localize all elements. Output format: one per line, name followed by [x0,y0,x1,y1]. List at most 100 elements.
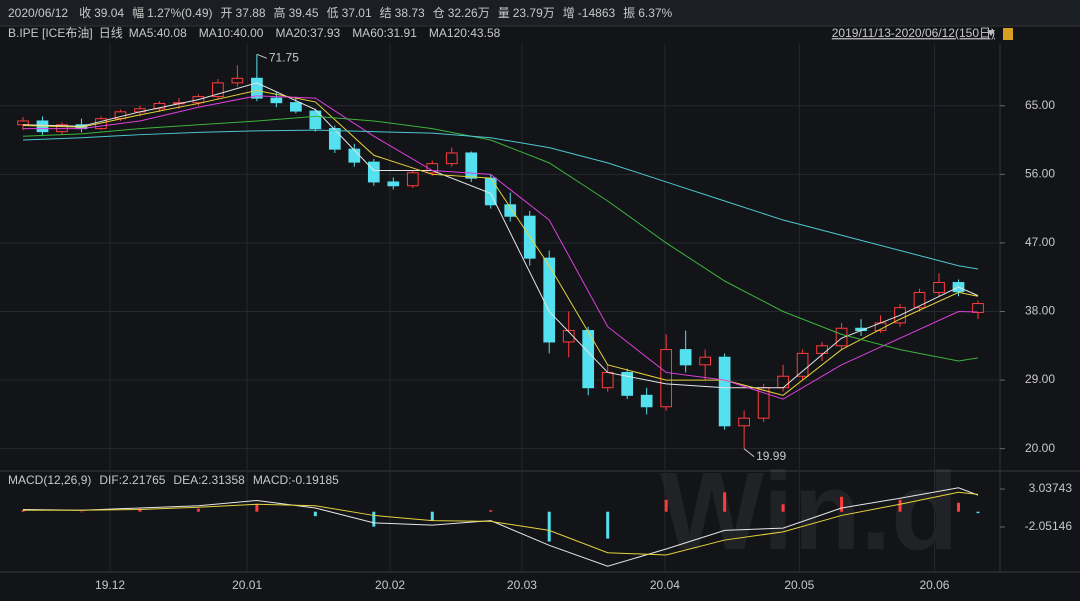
macd-bar [79,511,83,513]
macd-bar [723,492,727,512]
annotation: 71.75 [269,50,299,64]
macd-bar [606,511,610,539]
header-label: 低 [327,6,339,20]
watermark: Win.d [660,450,958,573]
candle-body [835,327,848,347]
candle-body [251,77,263,99]
macd-bar [489,510,493,512]
header-label: 幅 [132,5,144,20]
macd-bar [196,508,200,512]
y-tick-label: 20.00 [1025,441,1055,455]
header-label: 结 [380,6,392,20]
header-value: 39.04 [94,6,124,20]
candle-body [816,345,828,354]
candle-body [913,291,926,309]
candle-body [387,181,400,187]
legend-entry: DIF:2.21765 [99,473,165,487]
macd-bar [898,499,902,512]
legend-entry: MACD:-0.19185 [253,473,339,487]
header-value: -14863 [578,6,616,20]
y-tick-label: 29.00 [1025,372,1055,386]
candle-body [640,394,653,408]
y-tick-label: 47.00 [1025,235,1055,249]
candle-body [153,102,166,110]
macd-bar [138,508,142,512]
candle-body [426,163,439,174]
header-label: 振 [623,6,635,20]
candle-body [543,257,556,343]
lock-icon[interactable] [1003,28,1013,40]
period: 日线 [99,26,123,40]
annotation-leader [256,53,268,59]
candle-body [289,102,302,112]
header-value: 6.37% [638,6,672,20]
x-tick-label: 20.01 [232,578,262,592]
candle-body [562,330,575,343]
candle-body [17,120,29,126]
candle-body [738,417,750,427]
header-label: 2020/06/12 [8,6,68,20]
candle-body [777,375,789,389]
candle-body [504,204,517,217]
candle-body [348,148,361,163]
legend-entry: MA60:31.91 [352,26,417,40]
date-range: 2019/11/13-2020/06/12(150日) [832,26,995,40]
candle-body [231,77,244,84]
legend-entry: MA5:40.08 [129,26,187,40]
y-tick-label: 56.00 [1025,166,1055,180]
legend-entry: MA20:37.93 [275,26,340,40]
x-tick-label: 20.05 [784,578,814,592]
candle-body [367,161,380,183]
legend-entry: MA120:43.58 [429,26,501,40]
ma-line [22,129,979,270]
candle-body [933,282,945,293]
header-value: 37.88 [236,6,266,20]
macd-line [22,491,979,556]
dropdown[interactable] [987,30,995,36]
header-value: 39.45 [289,6,319,20]
candle-body [406,172,419,187]
macd-bar [664,499,668,512]
header-label: 开 [221,6,233,20]
macd-bar [957,502,961,512]
header-label: 收 [79,6,91,20]
macd-bar [313,511,317,517]
top-bar [0,0,1080,26]
candle-body [465,152,478,179]
x-tick-label: 20.06 [919,578,949,592]
ma-line [22,82,979,389]
header-value: 23.79万 [513,6,555,20]
macd-line [22,487,979,567]
candle-body [328,128,341,150]
macd-bar [372,511,376,527]
candle-body [621,371,634,396]
x-tick-label: 20.02 [375,578,405,592]
macd-bar [976,511,980,514]
header-value: 37.01 [342,6,372,20]
header-label: 增 [563,6,575,20]
candle-body [679,349,692,366]
header-value: 1.27%(0.49) [147,6,212,20]
x-tick-label: 19.12 [95,578,125,592]
macd-bar [840,496,844,512]
ma-line [22,89,979,396]
candle-body [796,352,809,377]
ma-line [22,115,979,362]
candle-body [582,330,595,389]
candle-body [445,152,458,165]
candle-body [270,97,283,104]
candle-body [212,82,224,98]
macd-bar [547,511,551,542]
macd-bar [21,510,25,512]
header-label: 仓 [433,6,445,20]
ma-line [22,95,979,400]
instrument: B.IPE [ICE布油] [8,26,93,40]
macd-title: MACD(12,26,9) [8,473,91,487]
legend-entry: DEA:2.31358 [173,473,245,487]
candle-body [718,356,731,427]
y-tick-label: 65.00 [1025,98,1055,112]
annotation: 19.99 [756,449,786,463]
header-label: 量 [498,6,510,20]
y-tick-label: 38.00 [1025,304,1055,318]
